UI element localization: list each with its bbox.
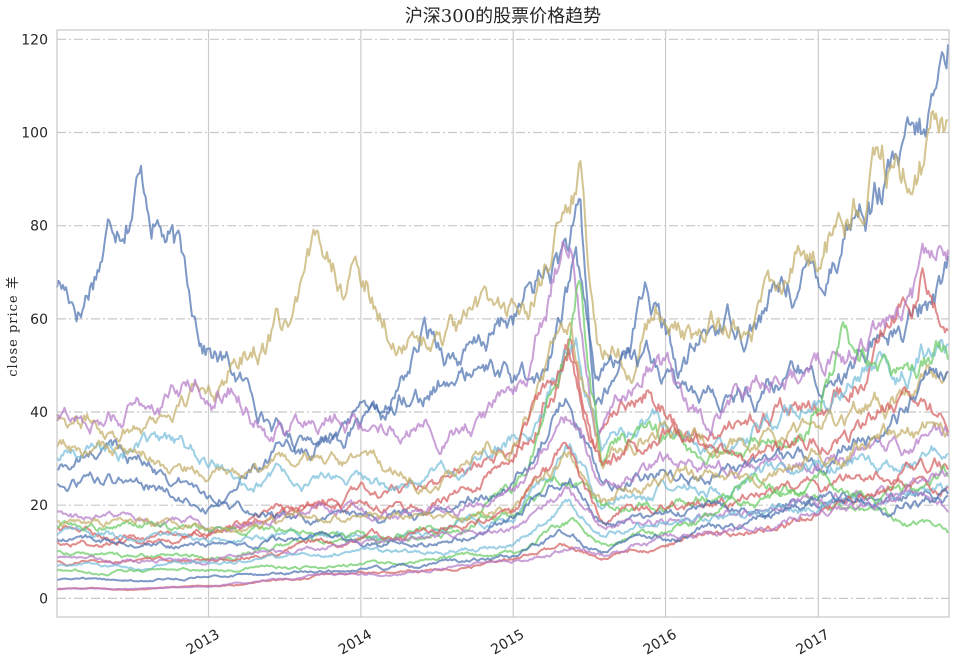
plot-frame xyxy=(56,29,950,618)
series-line xyxy=(56,441,949,567)
series-line xyxy=(56,347,949,549)
series-line xyxy=(56,337,949,493)
axes xyxy=(56,29,950,618)
series-line xyxy=(56,443,949,544)
x-tick-label: 2014 xyxy=(336,627,375,659)
series-line xyxy=(57,487,949,583)
y-tick-label: 60 xyxy=(30,312,48,328)
plot-lines xyxy=(56,44,949,592)
y-tick-label: 0 xyxy=(39,591,48,607)
y-tick-label: 20 xyxy=(30,498,48,514)
series-line xyxy=(56,464,949,577)
y-tick-label: 100 xyxy=(21,125,48,141)
y-tick-label: 120 xyxy=(21,32,48,48)
series-line xyxy=(56,485,949,566)
grid xyxy=(57,30,949,617)
series-line xyxy=(56,110,949,443)
y-axis-label: close price 羊 xyxy=(5,275,21,377)
series-line xyxy=(56,469,949,591)
series-line xyxy=(56,241,949,456)
y-tick-label: 80 xyxy=(30,219,48,235)
x-tick-label: 2013 xyxy=(184,627,223,659)
x-tick-label: 2015 xyxy=(488,627,527,659)
series-line xyxy=(56,366,949,526)
series-line xyxy=(56,44,949,462)
series-line xyxy=(56,321,949,495)
chart-title: 沪深300的股票价格趋势 xyxy=(405,6,601,27)
x-tick-label: 2016 xyxy=(641,627,680,659)
series-line xyxy=(56,246,949,507)
y-tick-label: 40 xyxy=(30,405,48,421)
x-tick-label: 2017 xyxy=(793,627,832,659)
